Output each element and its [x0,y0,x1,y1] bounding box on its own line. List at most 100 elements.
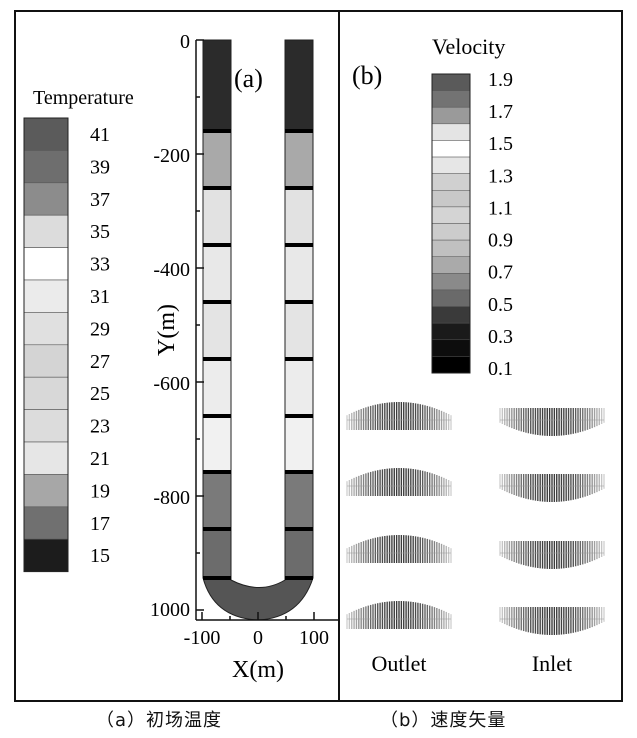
inlet-label: Inlet [532,651,572,676]
y-tick-label: -200 [153,145,190,167]
inlet-vector-slice [499,474,605,502]
temperature-legend-label: 33 [90,254,110,276]
panel-a-axes [195,39,338,621]
temperature-color-swatch [23,474,69,508]
outlet-vector-slice [346,468,452,496]
x-tick-label: -100 [184,627,221,649]
temperature-color-swatch [23,150,69,184]
velocity-color-swatch [431,106,471,125]
velocity-vector-slices [346,402,605,635]
temperature-color-swatch [23,247,69,281]
temperature-legend-label: 25 [90,383,110,405]
outlet-label: Outlet [372,651,427,676]
temperature-legend-label: 39 [90,156,110,178]
inlet-vector-slice [499,408,605,436]
velocity-color-swatch [431,339,471,357]
outlet-vector-slice [346,601,452,629]
velocity-legend-label: 0.5 [488,294,513,316]
velocity-color-swatch [431,356,471,374]
temperature-color-swatch [23,117,69,151]
temperature-color-swatch [23,441,69,475]
temperature-colorbar-border [23,117,69,573]
velocity-legend-label: 1.3 [488,165,513,187]
velocity-color-swatch [431,190,471,208]
panel-a-label: (a) [234,64,263,93]
temperature-legend-labels: 41 39 37 35 33 31 29 27 25 23 21 19 17 15 [90,124,110,567]
velocity-color-swatch [431,273,471,291]
temperature-color-swatch [23,409,69,443]
velocity-legend-label: 1.1 [488,197,513,219]
velocity-legend-labels: 1.9 1.7 1.5 1.3 1.1 0.9 0.7 0.5 0.3 0.1 [488,69,513,380]
u-tube-outline [202,39,314,621]
temperature-legend-label: 35 [90,221,110,243]
x-axis-label: X(m) [232,657,284,683]
temperature-color-swatch [23,214,69,248]
temperature-color-swatch [23,376,69,410]
temperature-legend-label: 19 [90,480,110,502]
y-tick-label: -800 [153,487,190,509]
temperature-color-swatch [23,182,69,216]
temperature-color-swatch [23,312,69,346]
velocity-color-swatch [431,156,471,174]
velocity-color-swatch [431,73,471,91]
u-tube [203,40,313,620]
inlet-vector-slice [499,541,605,569]
velocity-color-swatch [431,256,471,274]
velocity-color-swatch [431,90,471,108]
x-axis-tick-labels: -100 0 100 [184,627,329,649]
panel-b: (b) Velocity 1.9 1.7 1.5 1.3 1.1 0.9 0.7 0.5 0.3… [346,34,605,676]
velocity-color-swatch [431,289,471,307]
temperature-color-swatch [23,279,69,313]
temperature-color-swatch [23,344,69,378]
velocity-legend-label: 1.5 [488,133,513,155]
temperature-legend-label: 37 [90,189,110,211]
y-tick-label: -600 [153,373,190,395]
velocity-color-swatch [431,123,471,141]
y-tick-label: -400 [153,259,190,281]
velocity-legend-label: 0.1 [488,358,513,380]
velocity-legend-label: 1.7 [488,101,513,123]
y-axis-label: Y(m) [154,304,180,356]
velocity-color-swatch [431,239,471,257]
velocity-color-swatch [431,140,471,158]
panel-b-label: (b) [352,61,382,90]
inlet-vector-slice [499,607,605,635]
panel-a: Temperature 41 39 37 35 33 31 29 27 25 23 21 19 17 15 [23,31,338,683]
velocity-color-swatch [431,223,471,241]
figure-frame [14,10,623,702]
temperature-colorbar [23,117,69,573]
outlet-vector-slice [346,535,452,563]
temperature-legend-title: Temperature [33,87,134,109]
y-tick-label: 0 [180,31,190,53]
temperature-legend-label: 21 [90,448,110,470]
temperature-legend-label: 15 [90,545,110,567]
velocity-legend-title: Velocity [432,34,505,59]
outlet-vector-slice [346,402,452,430]
velocity-colorbar [431,73,471,374]
x-tick-label: 100 [299,627,329,649]
temperature-legend-label: 27 [90,351,110,373]
temperature-legend-label: 17 [90,513,110,535]
velocity-color-swatch [431,322,471,341]
y-axis-tick-labels: 0 -200 -400 -600 -800 1000 [150,31,190,621]
temperature-legend-label: 23 [90,416,110,438]
velocity-color-swatch [431,206,471,224]
caption-b: （b）速度矢量 [380,710,507,731]
tube-section-markers [203,129,313,580]
velocity-legend-label: 0.9 [488,230,513,252]
temperature-color-swatch [23,538,69,572]
velocity-color-swatch [431,306,471,324]
temperature-color-swatch [23,506,69,540]
velocity-colorbar-border [431,73,471,374]
temperature-legend-label: 31 [90,286,110,308]
velocity-legend-label: 1.9 [488,69,513,91]
y-tick-label: 1000 [150,599,190,621]
velocity-legend-label: 0.3 [488,326,513,348]
x-tick-label: 0 [253,627,263,649]
temperature-legend-label: 29 [90,318,110,340]
velocity-legend-label: 0.7 [488,262,513,284]
caption-a: （a）初场温度 [96,710,223,731]
temperature-legend-label: 41 [90,124,110,146]
velocity-color-swatch [431,173,471,191]
